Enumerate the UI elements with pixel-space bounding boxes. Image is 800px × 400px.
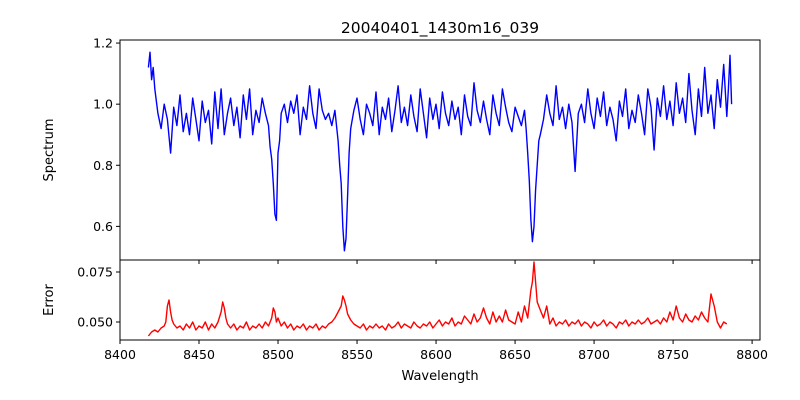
- x-tick-label: 8600: [420, 347, 452, 362]
- chart-title: 20040401_1430m16_039: [341, 19, 539, 38]
- error-series-line-0: [147, 261, 728, 337]
- x-tick-label: 8550: [341, 347, 373, 362]
- error-axes-frame: [119, 259, 761, 341]
- spectrum-y-tick-label: 1.2: [93, 36, 113, 51]
- x-axis-label: Wavelength: [401, 369, 478, 384]
- spectrum-panel: 0.6 0.8 1.0 1.2 Spectrum: [42, 36, 761, 264]
- spectrum-y-tick-label: 0.8: [93, 158, 113, 173]
- error-y-tick-label: 0.050: [77, 315, 113, 330]
- spectrum-y-axis-label: Spectrum: [42, 119, 57, 182]
- spectrum-y-tick-label: 1.0: [93, 97, 113, 112]
- error-y-axis-label: Error: [42, 284, 57, 316]
- x-tick-label: 8800: [736, 347, 768, 362]
- x-tick-label: 8700: [578, 347, 610, 362]
- x-tick-label: 8750: [657, 347, 689, 362]
- spectrum-axes-frame: [119, 39, 761, 261]
- x-tick-label: 8500: [262, 347, 294, 362]
- x-tick-label: 8450: [183, 347, 215, 362]
- x-tick-label: 8650: [499, 347, 531, 362]
- error-y-tick-label: 0.075: [77, 265, 113, 280]
- x-tick-label: 8400: [104, 347, 136, 362]
- error-panel: 0.050 0.075 Error 8400 8450 8500 8550 8600 8650 8…: [42, 259, 768, 362]
- spectrum-series-line-0: [147, 51, 733, 252]
- spectrum-y-tick-label: 0.6: [93, 219, 113, 234]
